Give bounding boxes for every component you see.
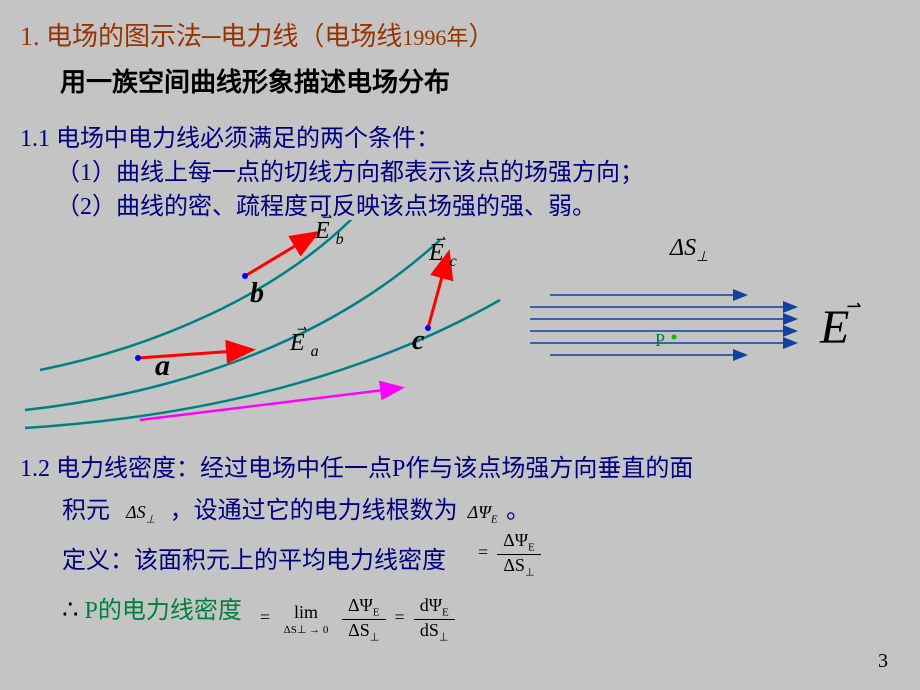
title-close: ）	[468, 22, 494, 51]
point-c-dot	[425, 325, 431, 331]
label-Eb: ⇀ E b	[315, 218, 344, 249]
vector-b	[245, 234, 315, 276]
point-a-dot	[135, 355, 141, 361]
deltaS-label: ΔS⊥	[670, 235, 708, 266]
page-number: 3	[878, 650, 888, 673]
point-P-dot	[672, 335, 677, 340]
eq-limit: = lim ΔS⊥ → 0 ΔΨE ΔS⊥ = dΨE dS⊥	[260, 595, 455, 643]
P-label: P	[655, 330, 665, 351]
E-big-label: ⇀ E	[820, 300, 849, 355]
label-a: a	[155, 349, 170, 383]
label-b: b	[250, 278, 264, 310]
tangent-line	[140, 388, 400, 420]
section2-line2: 定义：该面积元上的平均电力线密度	[62, 540, 446, 575]
section2-line3: ∴ P的电力线密度	[62, 590, 242, 625]
section2-line1b: 积元 ΔS⊥ ，设通过它的电力线根数为 ΔΨE 。	[62, 490, 530, 526]
field-curve	[25, 300, 500, 428]
title: 1. 电场的图示法─电力线（电场线1996年）	[20, 16, 494, 53]
section2-line1a: 1.2 电力线密度：经过电场中任一点P作与该点场强方向垂直的面	[20, 448, 693, 483]
field-curve	[25, 240, 440, 410]
title-year: 1996年	[402, 25, 468, 50]
label-Ea: ⇀ E a	[290, 330, 319, 361]
point-b-dot	[242, 273, 248, 279]
section1-item1: （1）曲线上每一点的切线方向都表示该点的场强方向；	[56, 152, 644, 187]
title-main: 1. 电场的图示法─电力线（电场线	[20, 22, 402, 51]
label-Ec: ⇀ E c	[429, 240, 457, 271]
label-c: c	[412, 325, 424, 357]
section1-heading: 1.1 电场中电力线必须满足的两个条件：	[20, 118, 440, 153]
eq-avg: = ΔΨE ΔS⊥	[478, 530, 541, 578]
subtitle: 用一族空间曲线形象描述电场分布	[60, 62, 450, 99]
